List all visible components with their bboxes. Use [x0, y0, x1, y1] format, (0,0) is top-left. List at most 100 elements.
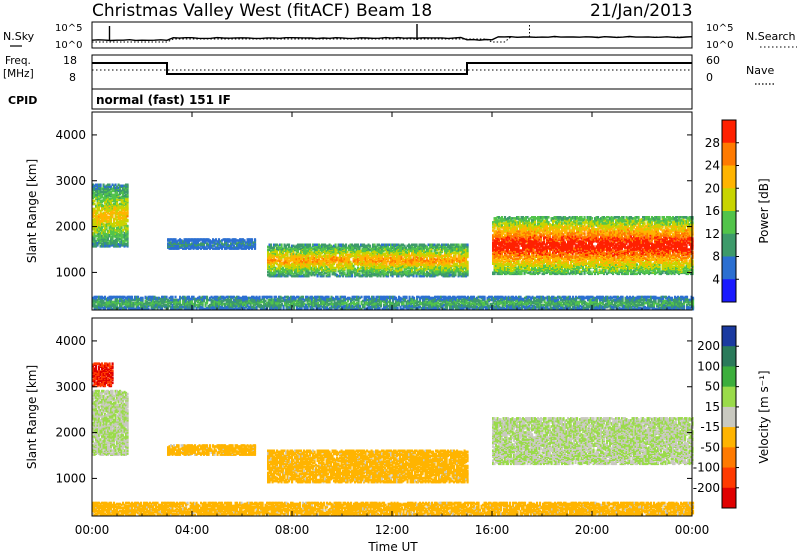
- echo-cell: [104, 223, 107, 227]
- echo-cell: [93, 237, 96, 241]
- echo-cell: [102, 204, 105, 208]
- echo-cell: [119, 227, 122, 231]
- echo-cell: [122, 199, 125, 203]
- echo-cell: [101, 228, 104, 232]
- echo-cell: [96, 217, 99, 221]
- echo-cell: [126, 205, 129, 209]
- echo-cell: [122, 228, 125, 232]
- echo-region: [167, 238, 257, 250]
- echo-cell: [123, 194, 126, 198]
- echo-cell: [177, 239, 180, 242]
- echo-cell: [108, 240, 111, 243]
- echo-cell: [120, 229, 123, 233]
- echo-cell: [98, 229, 101, 233]
- echo-cell: [345, 243, 348, 247]
- echo-cell: [122, 233, 125, 237]
- echo-cell: [167, 242, 170, 245]
- echo-cell: [96, 192, 99, 196]
- echo-cell: [108, 183, 111, 187]
- echo-cell: [111, 215, 114, 219]
- echo-cell: [114, 224, 117, 228]
- echo-cell: [125, 222, 128, 226]
- echo-cell: [123, 237, 126, 241]
- echo-cell: [95, 209, 98, 213]
- echo-cell: [117, 211, 120, 215]
- echo-cell: [98, 220, 101, 224]
- echo-cell: [107, 206, 110, 210]
- echo-cell: [117, 243, 120, 246]
- cpid-label: CPID: [8, 94, 37, 107]
- nsky-line: [91, 35, 693, 42]
- echo-cell: [122, 184, 125, 188]
- echo-cell: [111, 239, 114, 242]
- echo-cell: [110, 190, 113, 194]
- echo-cell: [104, 195, 107, 199]
- echo-cell: [92, 183, 95, 187]
- echo-cell: [92, 187, 95, 191]
- echo-cell: [113, 245, 116, 248]
- echo-cell: [117, 220, 120, 224]
- echo-cell: [101, 222, 104, 226]
- echo-cell: [122, 211, 125, 215]
- echo-cell: [108, 212, 111, 216]
- echo-cell: [102, 240, 105, 243]
- echo-cell: [99, 190, 102, 194]
- echo-cell: [251, 238, 254, 241]
- echo-cell: [96, 201, 99, 205]
- echo-cell: [96, 242, 99, 245]
- echo-cell: [114, 235, 117, 239]
- echo-cell: [101, 203, 104, 207]
- echo-cell: [114, 239, 117, 242]
- echo-cell: [108, 201, 111, 205]
- echo-cell: [108, 233, 111, 237]
- nsearch-label: N.Search: [746, 30, 796, 43]
- echo-cell: [119, 190, 122, 194]
- echo-cell: [125, 193, 128, 197]
- echo-cell: [174, 244, 177, 247]
- echo-cell: [113, 217, 116, 221]
- echo-cell: [101, 234, 104, 238]
- echo-cell: [122, 235, 125, 239]
- echo-cell: [99, 215, 102, 219]
- echo-region: [92, 183, 129, 248]
- echo-cell: [117, 216, 120, 220]
- echo-cell: [93, 187, 96, 191]
- echo-cell: [174, 238, 177, 241]
- echo-cell: [95, 196, 98, 200]
- echo-cell: [167, 238, 170, 241]
- cpid-panel: CPID normal (fast) 151 IF: [8, 88, 693, 110]
- echo-cell: [95, 240, 98, 243]
- echo-cell: [117, 205, 120, 209]
- echo-cell: [123, 235, 126, 239]
- echo-cell: [102, 237, 105, 241]
- echo-cell: [117, 183, 120, 187]
- echo-cell: [168, 245, 171, 248]
- echo-cell: [98, 197, 101, 201]
- echo-cell: [123, 243, 126, 246]
- echo-cell: [98, 193, 101, 197]
- echo-cell: [110, 221, 113, 225]
- nsky-right-tick-top: 10^5: [706, 23, 733, 34]
- echo-cell: [108, 244, 111, 247]
- echo-cell: [102, 222, 105, 226]
- echo-cell: [125, 233, 128, 237]
- echo-cell: [111, 183, 114, 187]
- echo-cell: [369, 244, 372, 248]
- echo-cell: [125, 208, 128, 212]
- echo-cell: [110, 231, 113, 235]
- echo-cell: [116, 218, 119, 222]
- echo-cell: [102, 235, 105, 239]
- echo-cell: [107, 183, 110, 187]
- echo-cell: [116, 191, 119, 195]
- echo-cell: [101, 243, 104, 246]
- freq-unit-label: [MHz]: [3, 68, 34, 80]
- echo-cell: [92, 240, 95, 243]
- echo-cell: [104, 211, 107, 215]
- echo-cell: [116, 245, 119, 248]
- echo-cell: [98, 236, 101, 240]
- echo-cell: [114, 183, 117, 187]
- echo-cell: [105, 232, 108, 236]
- echo-cell: [102, 196, 105, 200]
- echo-cell: [93, 191, 96, 195]
